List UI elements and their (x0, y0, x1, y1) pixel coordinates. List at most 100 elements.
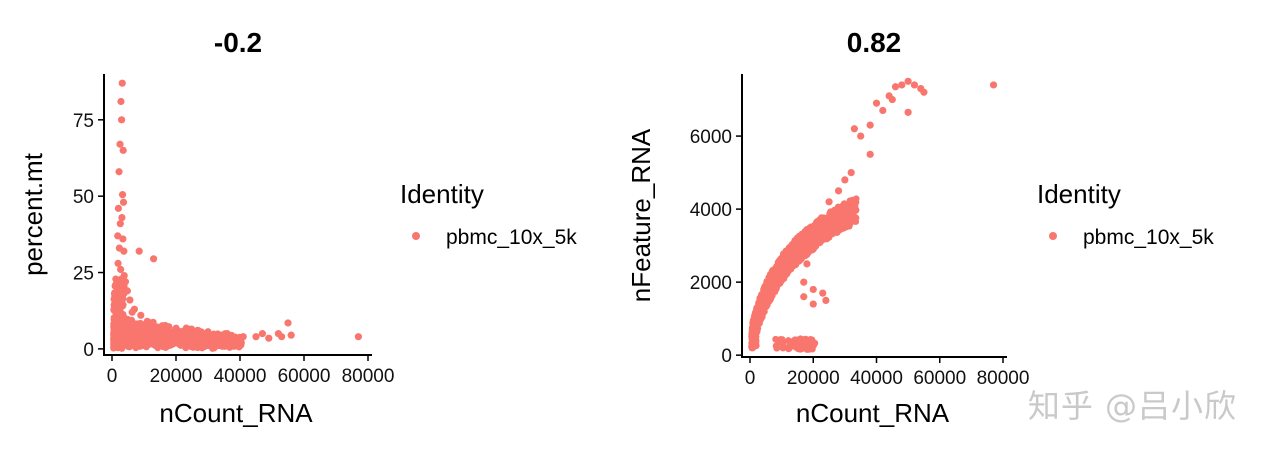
watermark-text: 知乎 @吕小欣 (1027, 387, 1237, 425)
data-point (119, 311, 127, 318)
data-point (812, 220, 821, 228)
data-point (116, 220, 124, 228)
y-axis-label-2: nFeature_RNA (626, 128, 656, 302)
data-point (111, 289, 119, 297)
data-point (839, 208, 847, 216)
data-point (119, 146, 127, 154)
data-point (822, 296, 830, 304)
data-point (785, 250, 792, 258)
data-point (120, 271, 128, 280)
data-point (826, 231, 833, 239)
data-point (782, 266, 790, 274)
x-tick-label: 0 (107, 366, 118, 387)
data-point (904, 108, 912, 116)
data-point (920, 88, 928, 96)
data-point (150, 255, 158, 263)
y-tick-label: 4000 (690, 200, 732, 221)
data-point (239, 333, 247, 341)
data-point (114, 204, 122, 212)
data-point (118, 213, 126, 222)
data-point (757, 311, 765, 319)
data-point (258, 330, 266, 338)
data-point (139, 322, 146, 330)
data-point (841, 176, 849, 184)
data-point (126, 320, 134, 328)
data-point (128, 308, 136, 316)
data-point (819, 289, 827, 297)
data-point (196, 328, 204, 336)
legend-marker (412, 232, 420, 240)
data-point (766, 296, 774, 304)
data-point (815, 234, 824, 242)
data-point (762, 287, 769, 295)
data-point (119, 198, 128, 206)
data-point (762, 303, 770, 311)
data-point (210, 330, 218, 338)
data-point (137, 311, 145, 319)
data-point (851, 202, 859, 210)
data-point (779, 344, 787, 352)
data-point (782, 271, 790, 279)
data-point (112, 321, 120, 329)
data-point (857, 132, 865, 140)
y-tick-label: 25 (73, 264, 94, 285)
data-point (800, 278, 808, 286)
x-tick-label: 40000 (850, 368, 903, 389)
data-point (768, 287, 775, 295)
data-point (196, 338, 204, 345)
data-point (204, 336, 212, 344)
data-point (790, 244, 798, 252)
data-point (775, 268, 783, 276)
data-point (278, 333, 286, 341)
data-point (143, 317, 151, 326)
data-point (788, 342, 796, 350)
data-point (777, 255, 785, 263)
data-point (354, 333, 362, 341)
y-tick-label: 6000 (690, 127, 732, 148)
data-point (223, 330, 231, 338)
data-point (791, 336, 799, 344)
data-point (750, 341, 757, 349)
data-point (821, 226, 829, 234)
data-point (118, 296, 126, 304)
data-point (185, 331, 193, 339)
data-point (989, 81, 998, 89)
data-point (121, 316, 128, 323)
data-point (806, 340, 814, 348)
data-point (191, 334, 199, 342)
data-point (149, 334, 157, 342)
data-point (814, 229, 821, 237)
data-point (766, 280, 774, 288)
data-point (121, 278, 130, 286)
data-point (112, 294, 120, 302)
data-point (115, 168, 123, 176)
data-point (114, 259, 122, 267)
data-point (749, 319, 757, 327)
data-point (751, 328, 759, 336)
data-point (149, 326, 157, 334)
data-point (156, 323, 164, 332)
data-point (808, 226, 816, 234)
data-point (834, 187, 843, 195)
data-point (116, 140, 124, 148)
data-point (773, 344, 781, 352)
x-tick-label: 20000 (150, 366, 203, 387)
data-point (136, 339, 144, 347)
data-point (112, 275, 120, 283)
data-point (185, 340, 193, 348)
x-axis-label-1: nCount_RNA (159, 398, 313, 428)
data-point (117, 265, 125, 274)
data-point (803, 233, 811, 240)
data-point (838, 214, 846, 221)
y-tick-label: 0 (721, 346, 732, 367)
data-point (136, 330, 143, 338)
data-point (843, 217, 851, 225)
x-tick-label: 80000 (342, 366, 395, 387)
data-point (850, 125, 858, 133)
data-point (825, 198, 833, 206)
x-tick-label: 20000 (787, 368, 840, 389)
data-point (809, 285, 817, 294)
data-point (118, 191, 127, 199)
x-tick-label: 60000 (913, 368, 966, 389)
